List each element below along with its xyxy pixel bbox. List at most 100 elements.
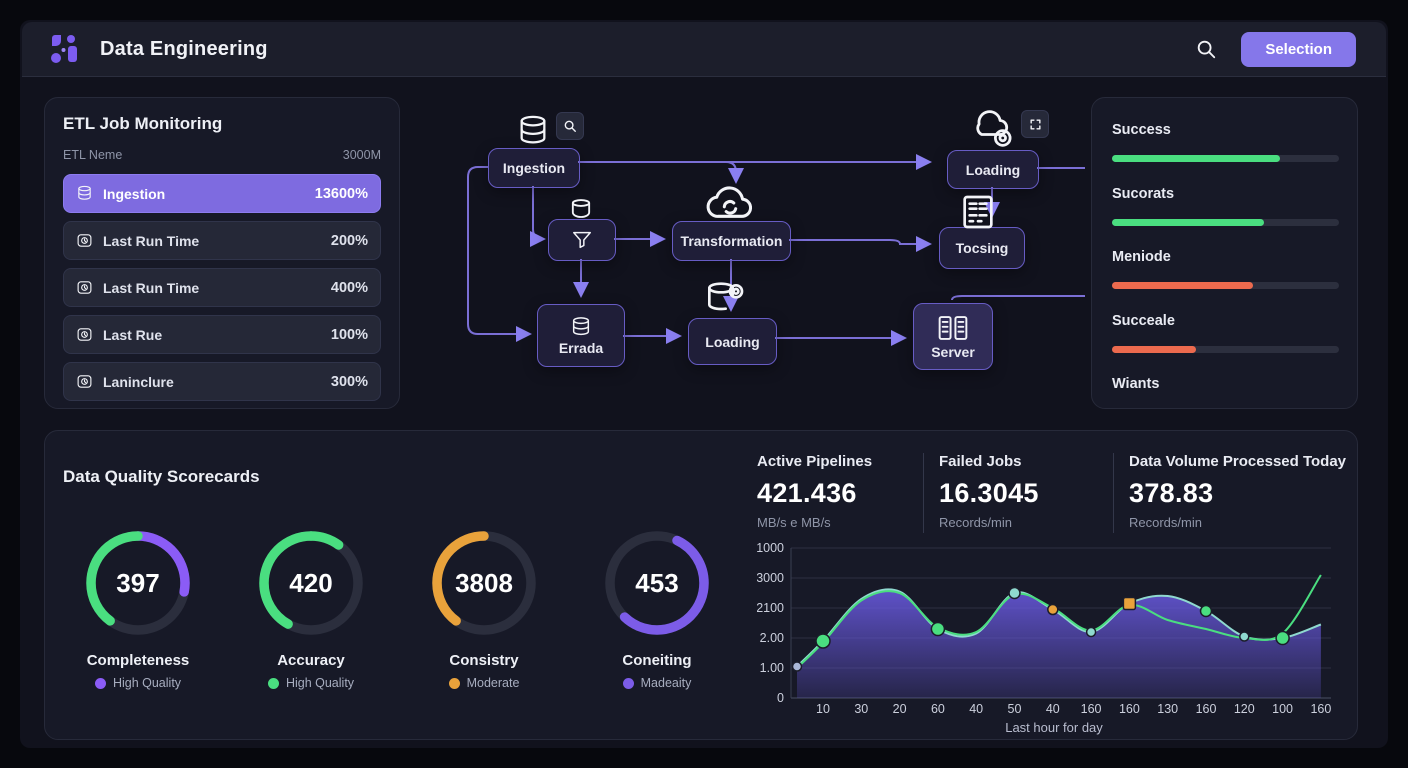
etl-row-label: Last Run Time (103, 232, 200, 249)
fullscreen-icon (1029, 118, 1041, 130)
selection-button[interactable]: Selection (1241, 31, 1356, 67)
stat-label: Failed Jobs (939, 453, 1022, 470)
node-ingestion[interactable]: Ingestion (488, 148, 580, 188)
database-icon (572, 316, 590, 335)
legend-label: High Quality (285, 676, 355, 690)
gauge-completeness: 397 Completeness High Quality (65, 521, 211, 690)
node-loading-bottom[interactable]: Loading (688, 318, 777, 365)
node-transformation[interactable]: Transformation (672, 221, 791, 261)
progress-label: Succeale (1112, 313, 1175, 329)
search-icon (564, 120, 576, 132)
legend-dot (448, 677, 460, 689)
search-icon[interactable] (1193, 36, 1219, 62)
node-label: Ingestion (502, 160, 566, 176)
stat-label: Data Volume Processed Today (1129, 453, 1347, 470)
node-label: Loading (965, 161, 1021, 178)
stat-unit: MB/s e MB/s (757, 515, 831, 530)
divider (1113, 453, 1114, 533)
progress-bar (1112, 282, 1339, 289)
stat-value: 421.436 (757, 478, 857, 508)
progress-bar (1112, 346, 1339, 353)
etl-row-last-run-time-2[interactable]: Last Run Time 400% (63, 268, 381, 307)
svg-text:160: 160 (1081, 702, 1102, 716)
stat-label: Active Pipelines (757, 453, 873, 470)
etl-row-value: 13600% (314, 185, 368, 202)
etl-row-value: 200% (330, 232, 368, 249)
node-label: Loading (705, 333, 760, 350)
node-tocsing[interactable]: Tocsing (939, 227, 1025, 269)
node-label: Transformation (680, 233, 783, 249)
gauge-label: Coneiting (622, 652, 692, 669)
stat-data-volume: Data Volume Processed Today 378.83 Recor… (1129, 453, 1346, 530)
etl-col-value: 3000M (342, 148, 381, 162)
svg-text:50: 50 (1008, 702, 1022, 716)
svg-text:130: 130 (1157, 702, 1178, 716)
etl-row-laninclure[interactable]: Laninclure 300% (63, 362, 381, 401)
legend-dot (622, 677, 634, 689)
scorecards-title: Data Quality Scorecards (63, 467, 260, 486)
gauge-ring: 420 (259, 531, 363, 635)
node-loading-top[interactable]: Loading (947, 150, 1039, 189)
etl-row-last-rue[interactable]: Last Rue 100% (63, 315, 381, 354)
etl-row-label: Laninclure (103, 373, 174, 390)
header-bar: Data Engineering Selection (22, 22, 1386, 77)
diagram-search-button[interactable] (556, 112, 584, 140)
stat-unit: Records/min (939, 515, 1012, 530)
legend-label: Moderate (466, 676, 520, 690)
funnel-icon (573, 231, 591, 249)
etl-row-value: 300% (330, 373, 368, 390)
svg-text:453: 453 (635, 568, 678, 598)
node-errada[interactable]: Errada (537, 304, 625, 367)
etl-row-value: 400% (330, 279, 368, 296)
data-quality-panel: Data Quality Scorecards 397 Completeness… (44, 430, 1358, 740)
etl-job-monitoring-panel: ETL Job Monitoring ETL Neme 3000M Ingest… (44, 97, 400, 409)
svg-text:20: 20 (893, 702, 907, 716)
node-filter[interactable] (548, 219, 616, 261)
stat-value: 16.3045 (939, 478, 1039, 508)
page-title: Data Engineering (100, 37, 268, 60)
stat-unit: Records/min (1129, 515, 1202, 530)
etl-row-ingestion[interactable]: Ingestion 13600% (63, 174, 381, 213)
node-server[interactable]: Server (913, 303, 993, 370)
progress-bar (1112, 219, 1339, 226)
etl-row-label: Ingestion (103, 185, 166, 202)
gauge-ring: 453 (605, 531, 709, 635)
svg-text:10: 10 (816, 702, 830, 716)
gauge-ring: 397 (86, 531, 190, 635)
stat-value: 378.83 (1129, 478, 1214, 508)
stat-failed-jobs: Failed Jobs 16.3045 Records/min (939, 453, 1039, 530)
svg-text:120: 120 (1234, 702, 1255, 716)
database-icon (78, 185, 91, 200)
gauge-label: Completeness (86, 652, 190, 669)
svg-text:30: 30 (854, 702, 868, 716)
node-label: Server (931, 343, 975, 360)
progress-label: Wiants (1112, 376, 1160, 392)
etl-col-name: ETL Neme (63, 148, 123, 162)
etl-panel-title: ETL Job Monitoring (63, 114, 223, 133)
svg-text:160: 160 (1310, 702, 1331, 716)
svg-text:2100: 2100 (757, 601, 784, 615)
gauge-label: Consistry (449, 652, 519, 669)
expand-button[interactable] (1021, 110, 1049, 138)
svg-text:3808: 3808 (455, 568, 513, 598)
progress-bar (1112, 155, 1339, 162)
success-metrics-panel: Success Sucorats Meniode Succeale Wiants (1091, 97, 1358, 409)
area-chart: 1000 3000 2100 2.00 1.00 0 10 30 20 60 40 50 40 160 16… (756, 541, 1331, 735)
clock-icon (77, 281, 92, 294)
svg-text:1000: 1000 (757, 541, 784, 555)
svg-text:160: 160 (1196, 702, 1217, 716)
etl-row-label: Last Rue (103, 326, 163, 343)
server-icon (938, 315, 968, 340)
svg-text:60: 60 (931, 702, 945, 716)
svg-text:3000: 3000 (757, 571, 784, 585)
progress-label: Success (1112, 122, 1171, 138)
etl-row-last-run-time-1[interactable]: Last Run Time 200% (63, 221, 381, 260)
node-label: Tocsing (955, 240, 1009, 256)
etl-row-value: 100% (330, 326, 368, 343)
etl-column-headers: ETL Neme 3000M (63, 148, 381, 162)
svg-text:2.00: 2.00 (760, 631, 784, 645)
legend-label: High Quality (112, 676, 182, 690)
clock-icon (77, 234, 92, 247)
clock-icon (77, 375, 92, 388)
